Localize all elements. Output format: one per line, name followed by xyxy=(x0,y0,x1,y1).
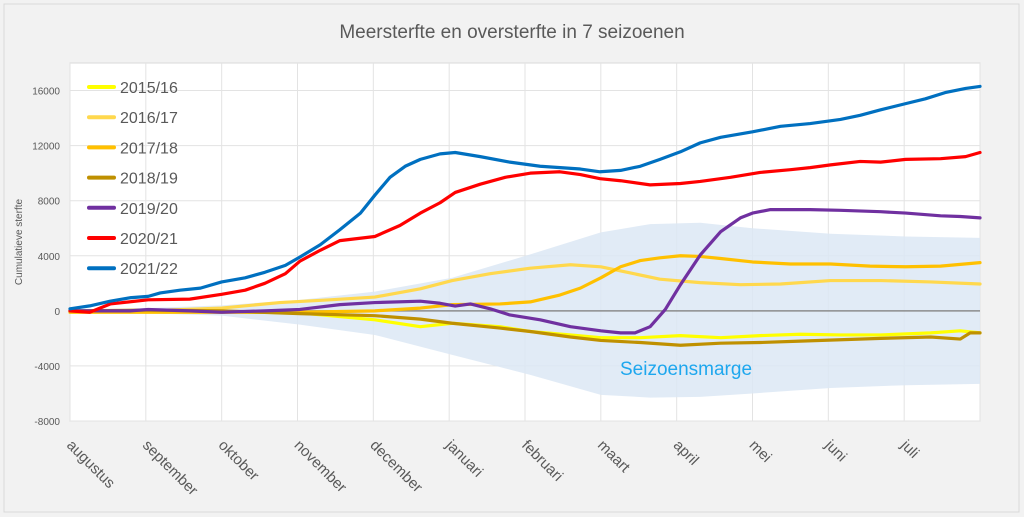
legend-label: 2016/17 xyxy=(120,110,178,127)
chart-title: Meersterfte en oversterfte in 7 seizoene… xyxy=(339,22,684,43)
legend-label: 2017/18 xyxy=(120,140,178,157)
band-label: Seizoensmarge xyxy=(620,359,752,380)
series-line-2018-19 xyxy=(68,308,982,347)
y-tick-label: 8000 xyxy=(38,197,61,208)
y-tick-label: -8000 xyxy=(34,417,60,428)
legend-label: 2015/16 xyxy=(120,80,178,97)
legend-label: 2021/22 xyxy=(120,261,178,278)
y-tick-label: 12000 xyxy=(32,142,60,153)
series-line-2019-20 xyxy=(68,208,982,335)
series-line-2017-18 xyxy=(68,254,982,314)
legend: 2015/16 2016/17 2017/18 2018/19 2019/20 2020/… xyxy=(87,80,178,278)
series-line-2016-17 xyxy=(68,263,982,314)
y-tick-label: -4000 xyxy=(34,362,60,373)
series-line-2021-22 xyxy=(68,84,982,311)
legend-label: 2018/19 xyxy=(120,171,178,188)
y-tick-label: 4000 xyxy=(38,252,61,263)
series-lines xyxy=(68,84,982,347)
series-line-2020-21 xyxy=(68,150,982,314)
legend-label: 2020/21 xyxy=(120,231,178,248)
y-axis-ticks: -8000 -4000 0 4000 8000 12000 16000 xyxy=(32,87,60,428)
y-axis-label: Cumulatieve sterfte xyxy=(14,198,25,285)
y-tick-label: 16000 xyxy=(32,87,60,98)
chart-frame xyxy=(3,3,1020,513)
legend-label: 2019/20 xyxy=(120,201,178,218)
y-tick-label: 0 xyxy=(54,307,60,318)
